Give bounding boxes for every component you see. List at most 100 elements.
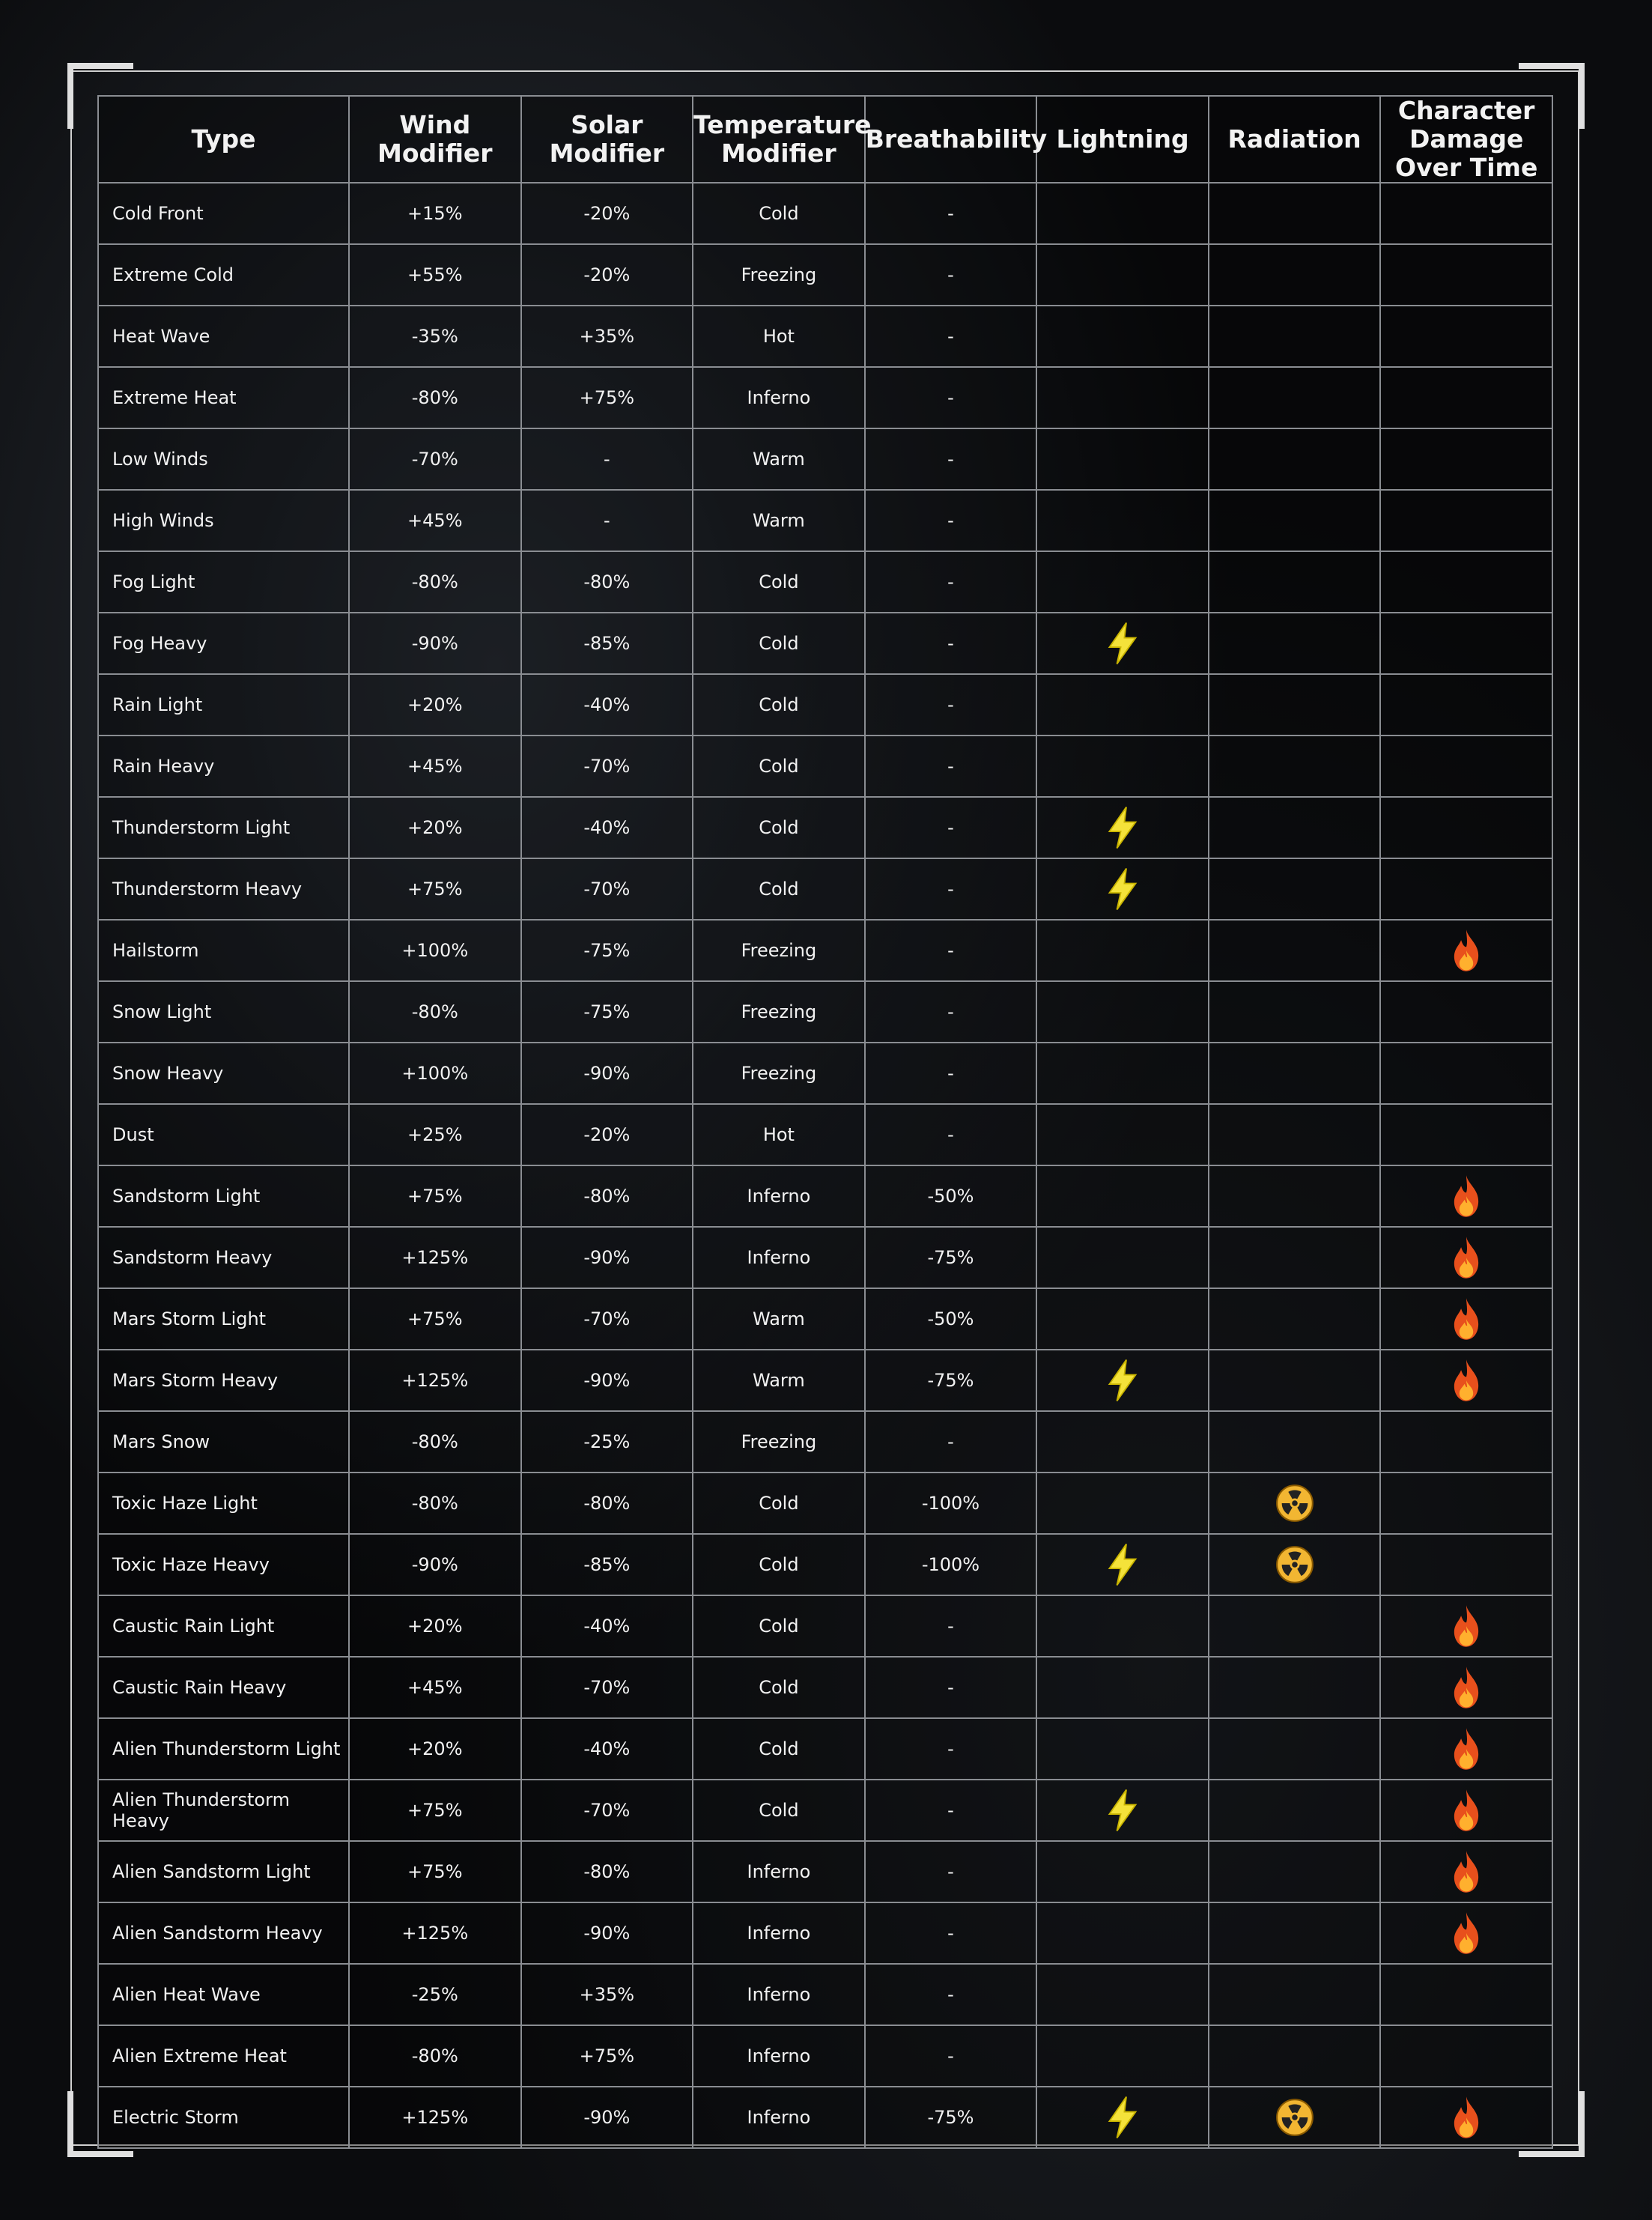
lightning-cell	[1036, 857, 1209, 921]
value-cell: Cold	[692, 550, 866, 613]
radiation-cell	[1207, 366, 1382, 429]
lightning-cell	[1036, 1164, 1209, 1228]
damage-cell	[1379, 2085, 1553, 2149]
value-cell: -75%	[520, 918, 694, 982]
radiation-cell	[1207, 1103, 1382, 1166]
value-cell: -90%	[520, 1225, 694, 1289]
damage-cell	[1379, 1225, 1553, 1289]
value-cell: -	[863, 1962, 1038, 2026]
type-cell: Rain Heavy	[97, 734, 350, 798]
value-cell: -80%	[348, 550, 522, 613]
lightning-cell	[1036, 366, 1209, 429]
value-cell: Inferno	[692, 1225, 866, 1289]
type-cell: Snow Heavy	[97, 1041, 350, 1105]
value-cell: Cold	[692, 1532, 866, 1596]
value-cell: -90%	[520, 1901, 694, 1965]
value-cell: -40%	[520, 1717, 694, 1780]
table-row: Alien Heat Wave -25% +35% Inferno -	[97, 1962, 1553, 2026]
type-cell: Mars Storm Heavy	[97, 1348, 350, 1412]
lightning-cell	[1036, 1348, 1209, 1412]
lightning-icon	[1108, 1789, 1138, 1831]
value-cell: -85%	[520, 611, 694, 675]
value-cell: Cold	[692, 1471, 866, 1535]
column-header: Character Damage Over Time	[1379, 95, 1553, 184]
type-cell: Heat Wave	[97, 304, 350, 368]
table-row: Toxic Haze Light -80% -80% Cold -100%	[97, 1471, 1553, 1535]
value-cell: +55%	[348, 243, 522, 306]
value-cell: Cold	[692, 1778, 866, 1842]
damage-cell	[1379, 1348, 1553, 1412]
type-cell: Dust	[97, 1103, 350, 1166]
damage-cell	[1379, 1103, 1553, 1166]
table-row: Sandstorm Heavy +125% -90% Inferno -75%	[97, 1225, 1553, 1289]
radiation-cell	[1207, 1348, 1382, 1412]
value-cell: -	[863, 1103, 1038, 1166]
damage-cell	[1379, 1778, 1553, 1842]
value-cell: +35%	[520, 1962, 694, 2026]
value-cell: Cold	[692, 795, 866, 859]
value-cell: -80%	[520, 1840, 694, 1903]
lightning-icon	[1108, 2096, 1138, 2138]
table-body: Cold Front +15% -20% Cold - Extreme Cold +55% -…	[97, 181, 1553, 2149]
radiation-cell	[1207, 1962, 1382, 2026]
table-row: Rain Heavy +45% -70% Cold -	[97, 734, 1553, 798]
type-cell: Sandstorm Heavy	[97, 1225, 350, 1289]
value-cell: +75%	[520, 2024, 694, 2087]
value-cell: -50%	[863, 1164, 1038, 1228]
value-cell: +75%	[348, 1287, 522, 1350]
fire-icon	[1454, 1851, 1479, 1893]
value-cell: -70%	[520, 857, 694, 921]
value-cell: Cold	[692, 181, 866, 245]
lightning-cell	[1036, 1471, 1209, 1535]
lightning-cell	[1036, 2024, 1209, 2087]
lightning-cell	[1036, 1840, 1209, 1903]
table-row: High Winds +45% - Warm -	[97, 488, 1553, 552]
value-cell: Inferno	[692, 2085, 866, 2149]
value-cell: Warm	[692, 427, 866, 491]
radiation-cell	[1207, 1471, 1382, 1535]
value-cell: -25%	[520, 1410, 694, 1473]
table-row: Caustic Rain Light +20% -40% Cold -	[97, 1594, 1553, 1658]
type-cell: Extreme Cold	[97, 243, 350, 306]
lightning-icon	[1108, 1543, 1138, 1586]
fire-icon	[1454, 1912, 1479, 1954]
radiation-cell	[1207, 2085, 1382, 2149]
radiation-cell	[1207, 857, 1382, 921]
value-cell: -	[863, 304, 1038, 368]
fire-icon	[1454, 1298, 1479, 1340]
radiation-cell	[1207, 1287, 1382, 1350]
type-cell: Sandstorm Light	[97, 1164, 350, 1228]
radiation-cell	[1207, 1901, 1382, 1965]
lightning-cell	[1036, 980, 1209, 1043]
type-cell: Toxic Haze Light	[97, 1471, 350, 1535]
type-cell: Thunderstorm Light	[97, 795, 350, 859]
table-row: Mars Storm Light +75% -70% Warm -50%	[97, 1287, 1553, 1350]
value-cell: -	[520, 427, 694, 491]
lightning-cell	[1036, 1717, 1209, 1780]
value-cell: Cold	[692, 1655, 866, 1719]
value-cell: Cold	[692, 673, 866, 736]
value-cell: -20%	[520, 243, 694, 306]
value-cell: -25%	[348, 1962, 522, 2026]
value-cell: +75%	[348, 1164, 522, 1228]
fire-icon	[1454, 1666, 1479, 1708]
damage-cell	[1379, 1471, 1553, 1535]
value-cell: +125%	[348, 2085, 522, 2149]
table-row: Mars Storm Heavy +125% -90% Warm -75%	[97, 1348, 1553, 1412]
table-row: Snow Heavy +100% -90% Freezing -	[97, 1041, 1553, 1105]
value-cell: -	[863, 857, 1038, 921]
fire-icon	[1454, 1789, 1479, 1831]
table-row: Fog Light -80% -80% Cold -	[97, 550, 1553, 613]
damage-cell	[1379, 1594, 1553, 1658]
damage-cell	[1379, 1532, 1553, 1596]
radiation-cell	[1207, 918, 1382, 982]
value-cell: -	[863, 550, 1038, 613]
lightning-cell	[1036, 2085, 1209, 2149]
value-cell: -	[863, 243, 1038, 306]
table-header: Type Wind Modifier Solar Modifier Temperatu…	[97, 95, 1553, 184]
value-cell: -	[863, 1410, 1038, 1473]
value-cell: +125%	[348, 1348, 522, 1412]
value-cell: Freezing	[692, 1410, 866, 1473]
damage-cell	[1379, 980, 1553, 1043]
value-cell: -90%	[348, 1532, 522, 1596]
